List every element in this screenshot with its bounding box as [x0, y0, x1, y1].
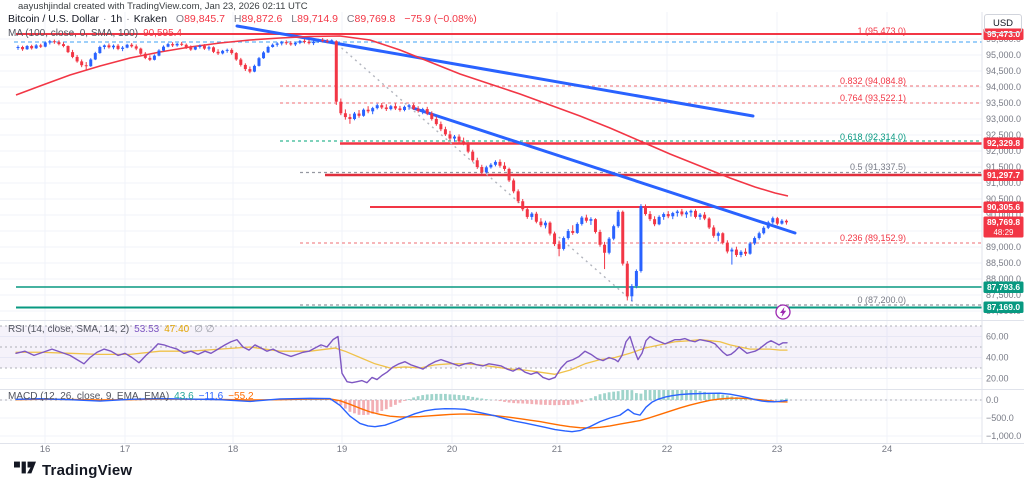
svg-text:87,500.0: 87,500.0	[986, 290, 1021, 300]
svg-text:60.00: 60.00	[986, 332, 1009, 342]
svg-text:90,500.0: 90,500.0	[986, 194, 1021, 204]
ma-value: 90,595.4	[143, 28, 182, 39]
attribution-text: aayushjindal created with TradingView.co…	[18, 1, 308, 12]
svg-text:19: 19	[337, 444, 348, 455]
svg-text:21: 21	[552, 444, 563, 455]
tradingview-logo-icon	[14, 460, 36, 480]
price-tag	[983, 137, 1024, 149]
ma-label: MA (100, close, 0, SMA, 100)	[8, 28, 139, 39]
svg-text:89,769.8: 89,769.8	[987, 217, 1020, 227]
rsi-legend: RSI (14, close, SMA, 14, 2) 53.53 47.40 ∅ ∅	[8, 324, 214, 335]
macd-plot	[0, 389, 982, 433]
svg-text:90,305.6: 90,305.6	[987, 202, 1020, 212]
svg-text:94,500.0: 94,500.0	[986, 66, 1021, 76]
svg-text:24: 24	[882, 444, 893, 455]
fib-label: 0.236 (89,152.9)	[840, 233, 906, 243]
macd-legend: MACD (12, 26, close, 9, EMA, EMA) 43.6 −11…	[8, 391, 254, 402]
svg-text:92,000.0: 92,000.0	[986, 146, 1021, 156]
svg-text:20: 20	[447, 444, 458, 455]
rsi-extra-values: ∅ ∅	[194, 324, 215, 335]
svg-text:93,000.0: 93,000.0	[986, 114, 1021, 124]
interval-label: 1h	[110, 13, 123, 25]
tradingview-logo[interactable]: TradingView	[14, 460, 132, 480]
pane-separators	[0, 12, 1024, 444]
exchange-label: Kraken	[133, 13, 167, 25]
ma-legend: MA (100, close, 0, SMA, 100) 90,595.4	[8, 28, 182, 39]
high-label: H	[233, 13, 242, 25]
svg-text:95,473.0: 95,473.0	[987, 29, 1020, 39]
lightning-icon	[780, 307, 787, 317]
svg-text:48:29: 48:29	[993, 228, 1014, 237]
trendline-2	[411, 106, 797, 235]
svg-text:−1,000.0: −1,000.0	[986, 431, 1021, 441]
rsi-value: 53.53	[134, 324, 160, 335]
svg-text:−500.0: −500.0	[986, 413, 1014, 423]
low-value: 89,714.9	[297, 13, 338, 25]
price-tag	[983, 281, 1024, 293]
macd-signal-value: −55.2	[228, 391, 254, 402]
svg-text:88,500.0: 88,500.0	[986, 258, 1021, 268]
price-tags: 95,473.0 92,329.8 91,297.7 90,305.6 89,769.8…	[983, 28, 1024, 313]
fib-label: 0.5 (91,337.5)	[850, 162, 906, 172]
svg-text:93,500.0: 93,500.0	[986, 98, 1021, 108]
svg-text:87,169.0: 87,169.0	[987, 302, 1020, 312]
svg-text:91,500.0: 91,500.0	[986, 162, 1021, 172]
fib-label: 0.832 (94,084.8)	[840, 76, 906, 86]
fib-level-labels: 1 (95,473.0) 0.832 (94,084.8) 0.764 (93,52…	[840, 26, 906, 305]
svg-text:92,329.8: 92,329.8	[987, 138, 1020, 148]
high-value: 89,872.6	[241, 13, 283, 25]
currency-toggle-button[interactable]: USD	[984, 14, 1022, 33]
svg-text:90,000.0: 90,000.0	[986, 210, 1021, 220]
candles	[16, 38, 788, 302]
svg-text:18: 18	[228, 444, 239, 455]
svg-text:87,793.6: 87,793.6	[987, 282, 1020, 292]
fib-baseline	[336, 43, 639, 307]
open-value: 89,845.7	[184, 13, 225, 25]
change-value: −75.9 (−0.08%)	[404, 13, 477, 25]
price-tag	[983, 201, 1024, 213]
svg-text:94,000.0: 94,000.0	[986, 82, 1021, 92]
close-value: 89,769.8	[354, 13, 396, 25]
svg-text:89,000.0: 89,000.0	[986, 242, 1021, 252]
svg-text:88,000.0: 88,000.0	[986, 274, 1021, 284]
svg-text:95,000.0: 95,000.0	[986, 50, 1021, 60]
symbol-title: Bitcoin / U.S. Dollar	[8, 13, 100, 25]
macd-label: MACD (12, 26, close, 9, EMA, EMA)	[8, 391, 170, 402]
fib-label: 0.618 (92,314.0)	[840, 132, 906, 142]
symbol-legend: Bitcoin / U.S. Dollar · 1h · Kraken O89,845.…	[8, 13, 477, 25]
main-pane-overlays	[14, 24, 982, 309]
fib-label: 0.764 (93,522.1)	[840, 93, 906, 103]
time-axis[interactable]: 16 17 18 19 20 21 22 23 24	[40, 444, 893, 455]
svg-text:17: 17	[120, 444, 131, 455]
svg-text:91,297.7: 91,297.7	[987, 170, 1020, 180]
gridlines	[0, 12, 982, 444]
rsi-plot	[15, 335, 788, 384]
fib-label: 0 (87,200.0)	[857, 295, 906, 305]
svg-text:22: 22	[662, 444, 673, 455]
rsi-band	[0, 325, 982, 369]
fib-label: 1 (95,473.0)	[857, 26, 906, 36]
rsi-label: RSI (14, close, SMA, 14, 2)	[8, 324, 130, 335]
tradingview-logo-text: TradingView	[42, 461, 133, 479]
macd-value: −11.6	[198, 391, 224, 402]
price-tag	[983, 216, 1024, 238]
price-tag	[983, 169, 1024, 181]
svg-text:91,000.0: 91,000.0	[986, 178, 1021, 188]
svg-text:0.0: 0.0	[986, 395, 999, 405]
lightning-button[interactable]	[775, 304, 791, 320]
svg-text:16: 16	[40, 444, 51, 455]
svg-text:92,500.0: 92,500.0	[986, 130, 1021, 140]
open-label: O	[175, 13, 185, 25]
svg-text:40.00: 40.00	[986, 353, 1009, 363]
low-label: L	[291, 13, 298, 25]
macd-hist-value: 43.6	[174, 391, 194, 402]
rsi-sma-value: 47.40	[164, 324, 190, 335]
price-tag	[983, 301, 1024, 313]
svg-text:20.00: 20.00	[986, 374, 1009, 384]
svg-text:23: 23	[772, 444, 783, 455]
price-tag	[983, 28, 1024, 40]
close-label: C	[346, 13, 355, 25]
